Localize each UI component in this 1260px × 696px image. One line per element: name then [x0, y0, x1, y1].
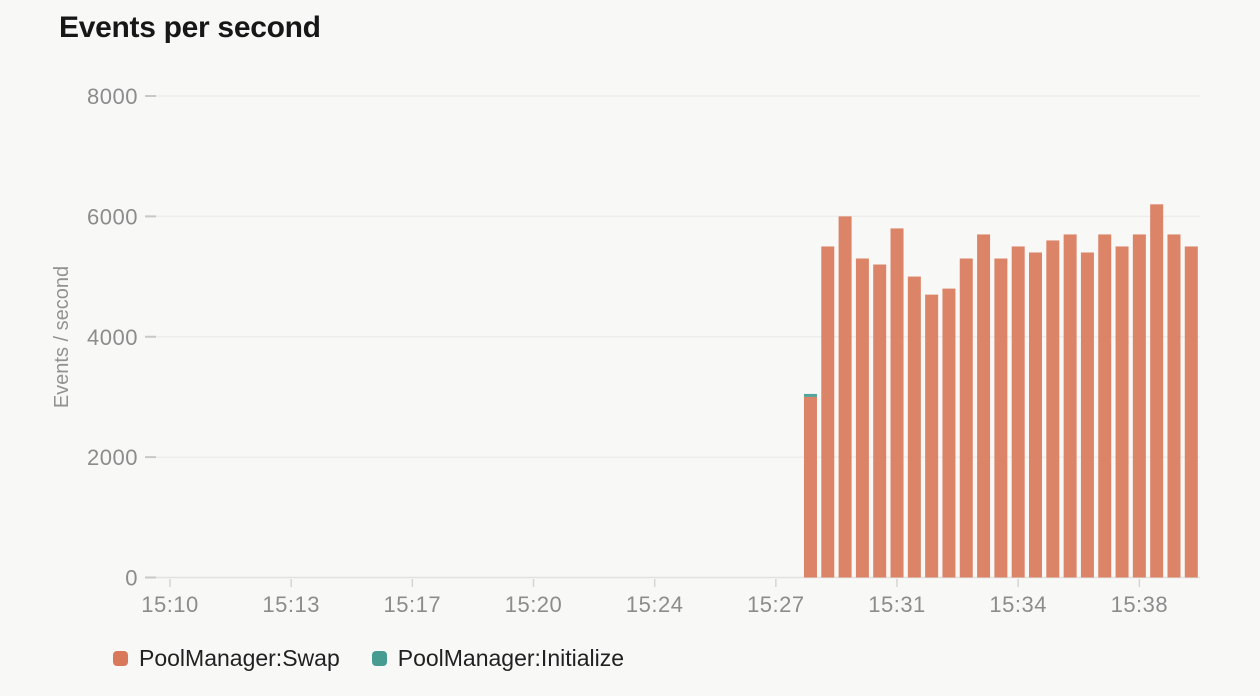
x-tick-label: 15:34 [989, 592, 1047, 617]
x-tick-label: 15:20 [505, 592, 563, 617]
x-tick-label: 15:10 [141, 592, 199, 617]
chart-legend: PoolManager:Swap PoolManager:Initialize [113, 645, 624, 671]
bar-swap[interactable] [821, 246, 835, 578]
bar-swap[interactable] [942, 288, 956, 578]
x-tick-label: 15:31 [868, 592, 926, 617]
y-tick-label: 4000 [87, 325, 138, 350]
x-tick-label: 15:24 [626, 592, 684, 617]
y-tick-label: 6000 [87, 204, 138, 229]
legend-label-swap: PoolManager:Swap [139, 645, 340, 671]
bar-swap[interactable] [1150, 204, 1164, 578]
bar-swap[interactable] [925, 294, 939, 578]
bar-swap[interactable] [1080, 252, 1094, 578]
legend-label-initialize: PoolManager:Initialize [397, 645, 625, 671]
bar-swap[interactable] [1167, 234, 1181, 578]
x-tick-label: 15:27 [747, 592, 805, 617]
bar-swap[interactable] [1063, 234, 1077, 578]
bar-swap[interactable] [855, 258, 869, 578]
bar-swap[interactable] [1011, 246, 1025, 578]
bar-swap[interactable] [873, 264, 887, 578]
y-tick-label: 8000 [87, 84, 138, 109]
y-axis-title: Events / second [51, 266, 73, 408]
y-tick-label: 0 [125, 566, 138, 591]
bar-swap[interactable] [890, 228, 904, 578]
bar-swap[interactable] [1098, 234, 1112, 578]
bar-swap[interactable] [803, 396, 817, 578]
bar-swap[interactable] [959, 258, 973, 578]
bar-initialize[interactable] [803, 393, 817, 397]
bar-swap[interactable] [1029, 252, 1042, 578]
legend-swatch-initialize [371, 650, 387, 666]
x-tick-label: 15:38 [1111, 592, 1169, 617]
bar-swap[interactable] [1046, 240, 1060, 578]
x-tick-label: 15:17 [384, 592, 442, 617]
y-tick-label: 2000 [87, 445, 138, 470]
chart-title: Events per second [59, 11, 321, 44]
bar-swap[interactable] [977, 234, 991, 578]
bar-swap[interactable] [907, 276, 921, 578]
x-tick-label: 15:13 [262, 592, 320, 617]
bar-swap[interactable] [1132, 234, 1146, 578]
bar-swap[interactable] [994, 258, 1008, 578]
bar-swap[interactable] [1115, 246, 1129, 578]
legend-item-poolmanager-initialize[interactable]: PoolManager:Initialize [371, 645, 625, 671]
bar-swap[interactable] [1184, 246, 1198, 578]
legend-swatch-swap [113, 650, 128, 666]
legend-item-poolmanager-swap[interactable]: PoolManager:Swap [113, 645, 340, 671]
bar-swap[interactable] [838, 216, 852, 578]
